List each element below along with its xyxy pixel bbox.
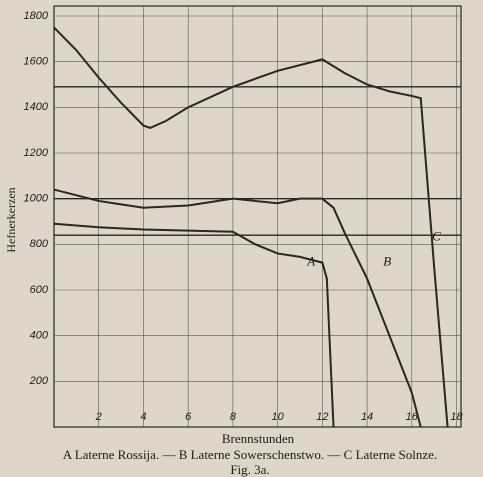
y-tick-label: 1600 [24, 56, 49, 68]
y-tick-label: 800 [30, 238, 49, 250]
x-tick-label: 10 [272, 411, 285, 423]
y-tick-label: 200 [29, 375, 49, 387]
y-tick-label: 1800 [24, 10, 49, 22]
x-tick-label: 2 [95, 411, 102, 423]
plot-frame [53, 5, 462, 428]
y-tick-label: 1400 [24, 101, 49, 113]
x-tick-label: 12 [316, 411, 328, 423]
x-axis-label: Brennstunden [222, 431, 295, 446]
x-tick-label: 4 [140, 411, 146, 423]
curve [53, 26, 449, 428]
x-tick-label: 16 [406, 411, 419, 423]
curve-label: B [383, 254, 391, 269]
y-tick-label: 1000 [24, 193, 49, 205]
curve-label: C [432, 228, 441, 243]
curve [53, 188, 422, 428]
curve-label: A [306, 254, 315, 269]
y-tick-label: 600 [30, 284, 49, 296]
x-tick-label: 14 [361, 411, 373, 423]
y-axis-label: Hefnerkerzen [4, 187, 18, 252]
y-tick-label: 1200 [24, 147, 49, 159]
x-tick-label: 6 [185, 411, 192, 423]
figure-label: Fig. 3a. [230, 462, 269, 477]
x-tick-label: 18 [450, 411, 463, 423]
curve [53, 222, 335, 428]
x-tick-label: 8 [230, 411, 237, 423]
y-tick-label: 400 [30, 330, 49, 342]
caption: A Laterne Rossija. — B Laterne Sowersche… [63, 447, 437, 462]
